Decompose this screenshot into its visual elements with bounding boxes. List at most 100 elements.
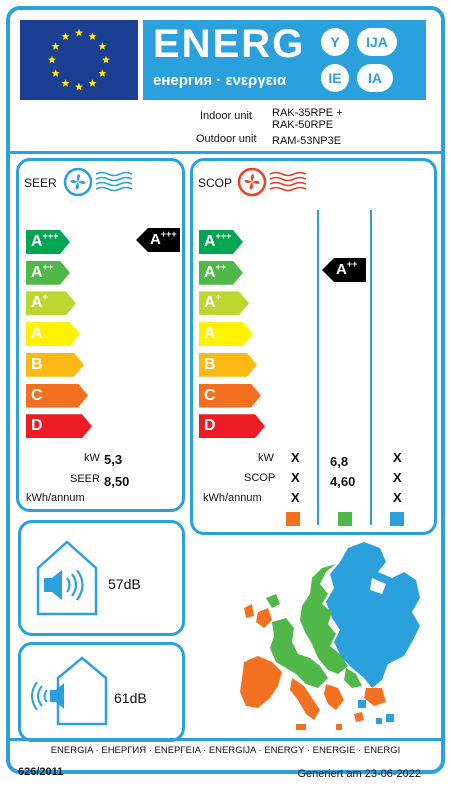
seer-class-letter: B — [31, 355, 43, 373]
eu-star-icon — [48, 55, 56, 64]
regulation-number: 626/2011 — [18, 766, 64, 778]
scop-kw-label: kW — [258, 452, 274, 464]
energy-word: ENERG — [153, 22, 306, 66]
indoor-model-1: RAK-35RPE + — [272, 107, 343, 119]
seer-class-letter: C — [31, 386, 43, 404]
header-divider — [10, 151, 441, 154]
seer-class-arrow: A — [26, 322, 80, 346]
energy-subtitle: енергия · ενεργεια — [153, 72, 287, 89]
seer-class-letter: A — [31, 325, 43, 343]
scop-class-letter: A — [204, 294, 216, 312]
scop-panel — [190, 158, 437, 535]
label-border — [6, 6, 445, 774]
scop-column-divider-1 — [317, 210, 319, 525]
indoor-model-2: RAK-50RPE — [272, 119, 334, 131]
eu-star-icon — [75, 28, 83, 37]
eu-star-icon — [88, 79, 97, 87]
seer-class-arrow: B — [26, 353, 84, 377]
indoor-noise-value: 57dB — [108, 576, 141, 592]
lang-code-ie: IE — [321, 64, 349, 92]
eu-star-icon — [51, 69, 60, 77]
seer-class-arrow: A+++ — [26, 230, 70, 254]
eu-star-icon — [51, 42, 60, 50]
energy-header: ENERG енергия · ενεργεια Y IJA IE IA — [143, 20, 426, 100]
outdoor-model: RAM-53NP3E — [272, 135, 342, 147]
seer-kw-label: kW — [84, 452, 100, 464]
scop-class-arrow: A++ — [199, 261, 243, 285]
seer-kw-value: 5,3 — [104, 452, 123, 467]
eu-star-icon — [75, 82, 83, 91]
scop-class-letter: A — [204, 233, 216, 250]
scop-col3-kwh: X — [393, 490, 402, 505]
scop-class-sup: +++ — [215, 231, 232, 241]
lang-code-y: Y — [321, 28, 349, 56]
seer-label: SEER — [70, 473, 100, 485]
scop-column-divider-2 — [370, 210, 372, 525]
seer-class-arrow: A++ — [26, 261, 70, 285]
eu-star-icon — [98, 69, 107, 77]
footer-divider — [10, 738, 441, 741]
scop-col3-scop: X — [393, 470, 402, 485]
seer-class-sup: +++ — [42, 231, 59, 241]
indoor-speaker-icon — [36, 540, 98, 616]
scop-title: SCOP — [198, 176, 233, 190]
indoor-noise-panel — [18, 520, 185, 636]
generated-date: Generiert am 23-06-2022 — [297, 768, 421, 780]
scop-class-arrow: A+ — [199, 291, 249, 315]
scop-class-arrow: B — [199, 353, 257, 377]
scop-kwh-label: kWh/annum — [203, 492, 262, 504]
eu-star-icon — [61, 32, 70, 41]
seer-panel — [16, 158, 185, 512]
scop-col2-scop: 4,60 — [330, 474, 356, 489]
seer-class-sup: ++ — [42, 261, 54, 272]
seer-class-arrow: A+ — [26, 291, 76, 315]
scop-col1-kw: X — [291, 450, 300, 465]
eu-star-icon — [61, 79, 70, 87]
scop-class-sup: ++ — [215, 261, 227, 272]
eu-star-icon — [102, 55, 110, 64]
climate-average-square — [338, 512, 352, 526]
scop-class-letter: A — [204, 325, 216, 343]
eu-flag-icon — [20, 20, 138, 100]
scop-col3-kw: X — [393, 450, 402, 465]
cooling-fan-icon — [63, 167, 133, 197]
scop-class-letter: B — [204, 355, 216, 373]
seer-class-letter: A — [31, 294, 43, 312]
seer-class-letter: A — [31, 233, 43, 250]
outdoor-speaker-icon — [31, 656, 108, 726]
scop-class-letter: D — [204, 417, 216, 435]
lang-code-ia: IA — [357, 64, 393, 92]
scop-class-sup: + — [215, 292, 221, 303]
scop-class-arrow: A — [199, 322, 253, 346]
eu-star-icon — [88, 32, 97, 41]
seer-rating-sup: +++ — [160, 229, 177, 239]
scop-label: SCOP — [244, 472, 276, 484]
eu-star-icon — [98, 42, 107, 50]
climate-warmer-square — [286, 512, 300, 526]
scop-class-arrow: A+++ — [199, 230, 243, 254]
scop-col2-kw: 6,8 — [330, 454, 349, 469]
seer-value: 8,50 — [104, 474, 130, 489]
seer-class-arrow: C — [26, 384, 88, 408]
scop-col1-kwh: X — [291, 490, 300, 505]
seer-class-arrow: D — [26, 414, 92, 438]
seer-kwh-label: kWh/annum — [26, 492, 85, 504]
scop-class-letter: C — [204, 386, 216, 404]
indoor-unit-label: Indoor unit — [200, 110, 252, 122]
seer-class-letter: A — [31, 263, 43, 281]
scop-class-arrow: D — [199, 414, 265, 438]
lang-code-ija: IJA — [357, 28, 397, 56]
outdoor-unit-label: Outdoor unit — [196, 133, 257, 145]
footer-languages: ENERGIA · ЕНЕРГИЯ · ΕΝΕΡΓΕΙΑ · ENERGIJA … — [50, 745, 401, 756]
europe-climate-map — [240, 542, 420, 730]
seer-rating-letter: A — [150, 231, 161, 248]
outdoor-noise-value: 61dB — [114, 690, 147, 706]
seer-class-letter: D — [31, 417, 43, 435]
scop-class-letter: A — [204, 263, 216, 281]
scop-rating-sup: ++ — [346, 259, 358, 269]
scop-col1-scop: X — [291, 470, 300, 485]
climate-colder-square — [390, 512, 404, 526]
scop-class-arrow: C — [199, 384, 261, 408]
seer-title: SEER — [24, 176, 57, 190]
seer-class-sup: + — [42, 292, 48, 303]
